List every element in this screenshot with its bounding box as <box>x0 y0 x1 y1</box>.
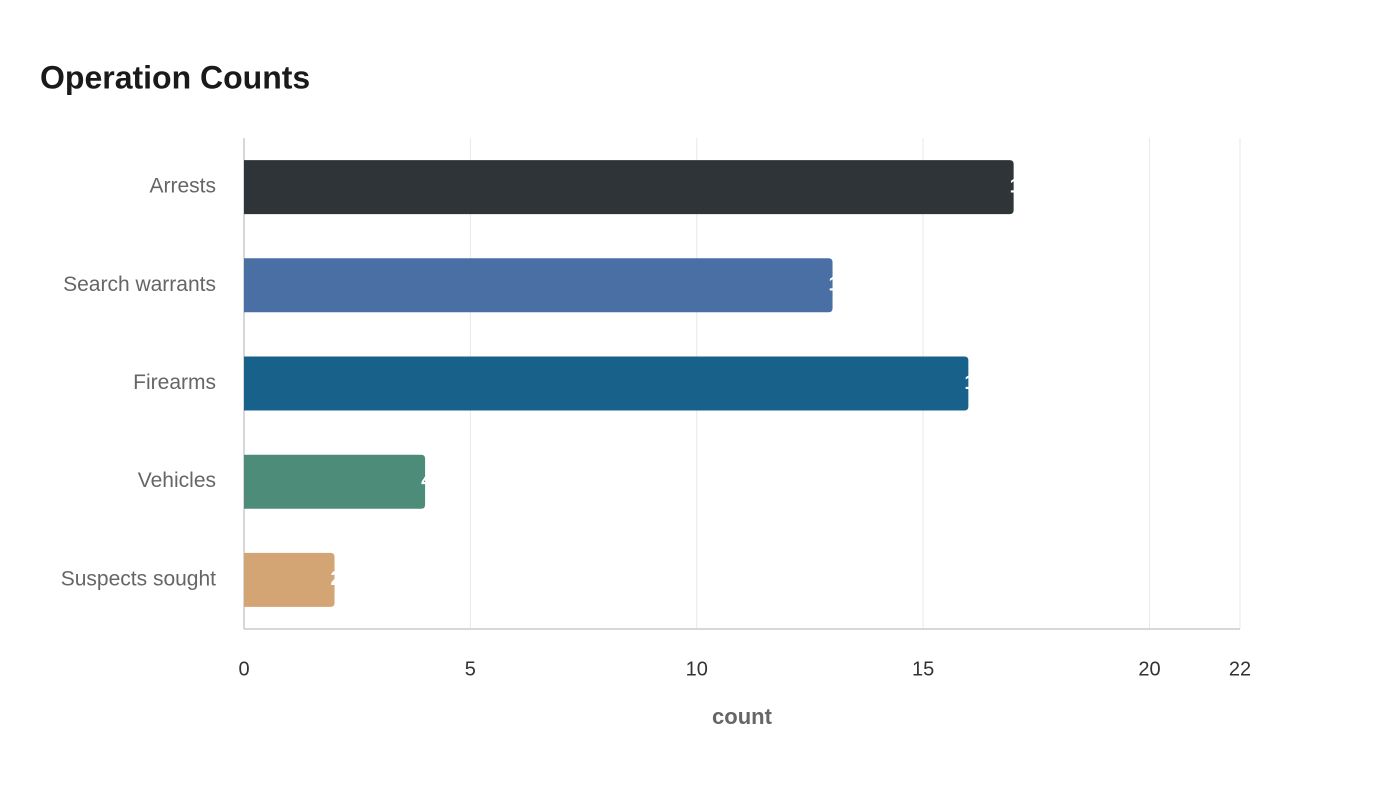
y-tick-label: Search warrants <box>63 273 216 296</box>
data-label: 4 <box>421 470 433 492</box>
x-tick-label: 0 <box>238 658 249 680</box>
data-label: 17 <box>1010 175 1032 197</box>
bar <box>244 454 426 509</box>
x-tick-label: 10 <box>686 658 708 680</box>
bar <box>244 552 335 607</box>
y-tick-label: Suspects sought <box>61 567 216 590</box>
bar <box>244 160 1014 215</box>
x-axis-label: count <box>712 704 773 729</box>
bar <box>244 356 969 411</box>
data-label: 13 <box>829 274 851 296</box>
x-tick-label: 5 <box>465 658 476 680</box>
y-tick-label: Arrests <box>149 175 216 198</box>
x-tick-label: 15 <box>912 658 934 680</box>
data-label: 2 <box>331 568 342 590</box>
bar <box>244 258 833 313</box>
x-tick-label: 22 <box>1229 658 1251 680</box>
x-tick-label: 20 <box>1138 658 1160 680</box>
chart-title: Operation Counts <box>40 59 310 95</box>
y-tick-label: Vehicles <box>138 469 216 492</box>
y-tick-label: Firearms <box>133 371 216 394</box>
data-label: 16 <box>964 372 986 394</box>
